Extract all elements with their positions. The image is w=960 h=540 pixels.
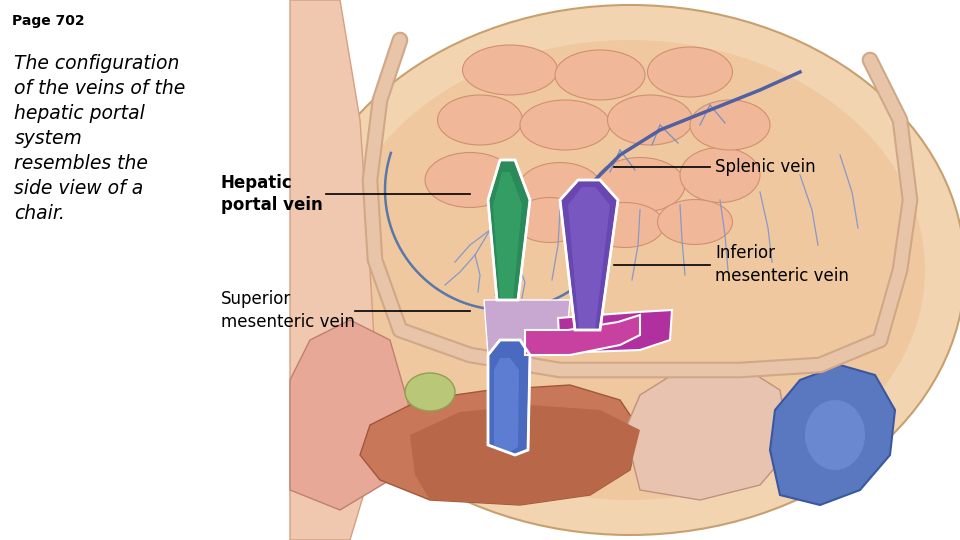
Ellipse shape	[517, 163, 603, 218]
Ellipse shape	[425, 152, 515, 207]
Ellipse shape	[513, 198, 588, 242]
Ellipse shape	[680, 147, 760, 202]
Ellipse shape	[438, 95, 522, 145]
Ellipse shape	[690, 100, 770, 150]
Ellipse shape	[805, 400, 865, 470]
Polygon shape	[568, 187, 610, 330]
Polygon shape	[488, 160, 530, 300]
Polygon shape	[484, 300, 570, 355]
Text: Splenic vein: Splenic vein	[715, 158, 816, 177]
Ellipse shape	[658, 199, 732, 245]
Polygon shape	[625, 365, 790, 500]
Text: Inferior
mesenteric vein: Inferior mesenteric vein	[715, 245, 849, 285]
Polygon shape	[770, 365, 895, 505]
Ellipse shape	[520, 100, 610, 150]
Ellipse shape	[595, 158, 685, 213]
Text: Hepatic
portal vein: Hepatic portal vein	[221, 174, 323, 214]
Polygon shape	[290, 320, 410, 510]
Polygon shape	[290, 0, 380, 540]
Ellipse shape	[586, 202, 664, 247]
Ellipse shape	[608, 95, 692, 145]
Polygon shape	[525, 315, 640, 355]
Ellipse shape	[295, 5, 960, 535]
Ellipse shape	[463, 45, 558, 95]
Polygon shape	[494, 358, 519, 452]
Text: Superior
mesenteric vein: Superior mesenteric vein	[221, 291, 354, 330]
Polygon shape	[493, 172, 522, 300]
Text: Page 702: Page 702	[12, 14, 84, 28]
Polygon shape	[560, 180, 618, 330]
Ellipse shape	[555, 50, 645, 100]
Polygon shape	[360, 385, 640, 505]
Text: The configuration
of the veins of the
hepatic portal
system
resembles the
side v: The configuration of the veins of the he…	[14, 54, 185, 223]
Polygon shape	[488, 340, 530, 455]
Polygon shape	[558, 310, 672, 353]
Ellipse shape	[405, 373, 455, 411]
Ellipse shape	[335, 40, 925, 500]
Polygon shape	[410, 405, 640, 505]
Ellipse shape	[647, 47, 732, 97]
